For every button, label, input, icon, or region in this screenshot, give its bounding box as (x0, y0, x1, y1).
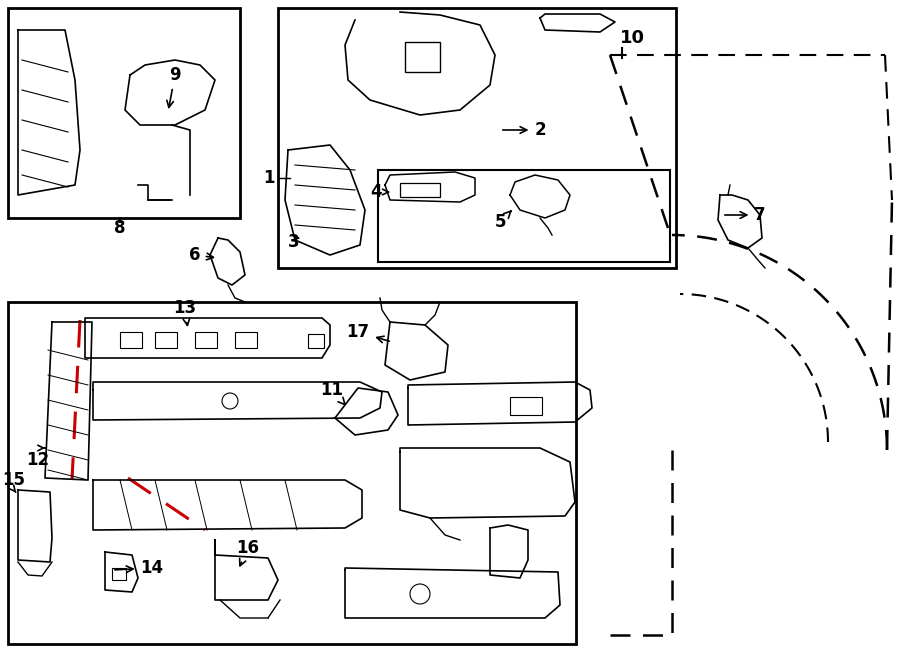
Text: 8: 8 (114, 219, 126, 237)
Bar (378, 170, 670, 262)
Text: 3: 3 (288, 233, 300, 251)
Text: 2: 2 (503, 121, 545, 139)
Text: 12: 12 (26, 451, 50, 469)
Bar (405, 42, 440, 72)
Text: 1: 1 (264, 169, 275, 187)
Bar (510, 397, 542, 415)
Text: 4: 4 (371, 183, 382, 201)
Text: 17: 17 (346, 323, 390, 342)
Bar (400, 183, 440, 197)
Bar (155, 332, 177, 348)
Text: 5: 5 (494, 211, 511, 231)
Text: 16: 16 (237, 539, 259, 566)
Circle shape (222, 393, 238, 409)
Text: 11: 11 (320, 381, 345, 405)
Bar (195, 332, 217, 348)
Bar (120, 332, 142, 348)
Bar (308, 334, 324, 348)
Text: 9: 9 (166, 66, 181, 108)
Text: 15: 15 (3, 471, 25, 489)
Text: 7: 7 (724, 206, 766, 224)
Bar (235, 332, 257, 348)
Text: 10: 10 (620, 29, 645, 47)
Bar (278, 8, 676, 268)
Circle shape (410, 584, 430, 604)
Text: 14: 14 (115, 559, 164, 577)
Text: 6: 6 (189, 246, 213, 264)
Bar (112, 568, 126, 580)
Text: 13: 13 (174, 299, 196, 325)
Bar (8, 8, 240, 218)
Bar (8, 302, 576, 644)
